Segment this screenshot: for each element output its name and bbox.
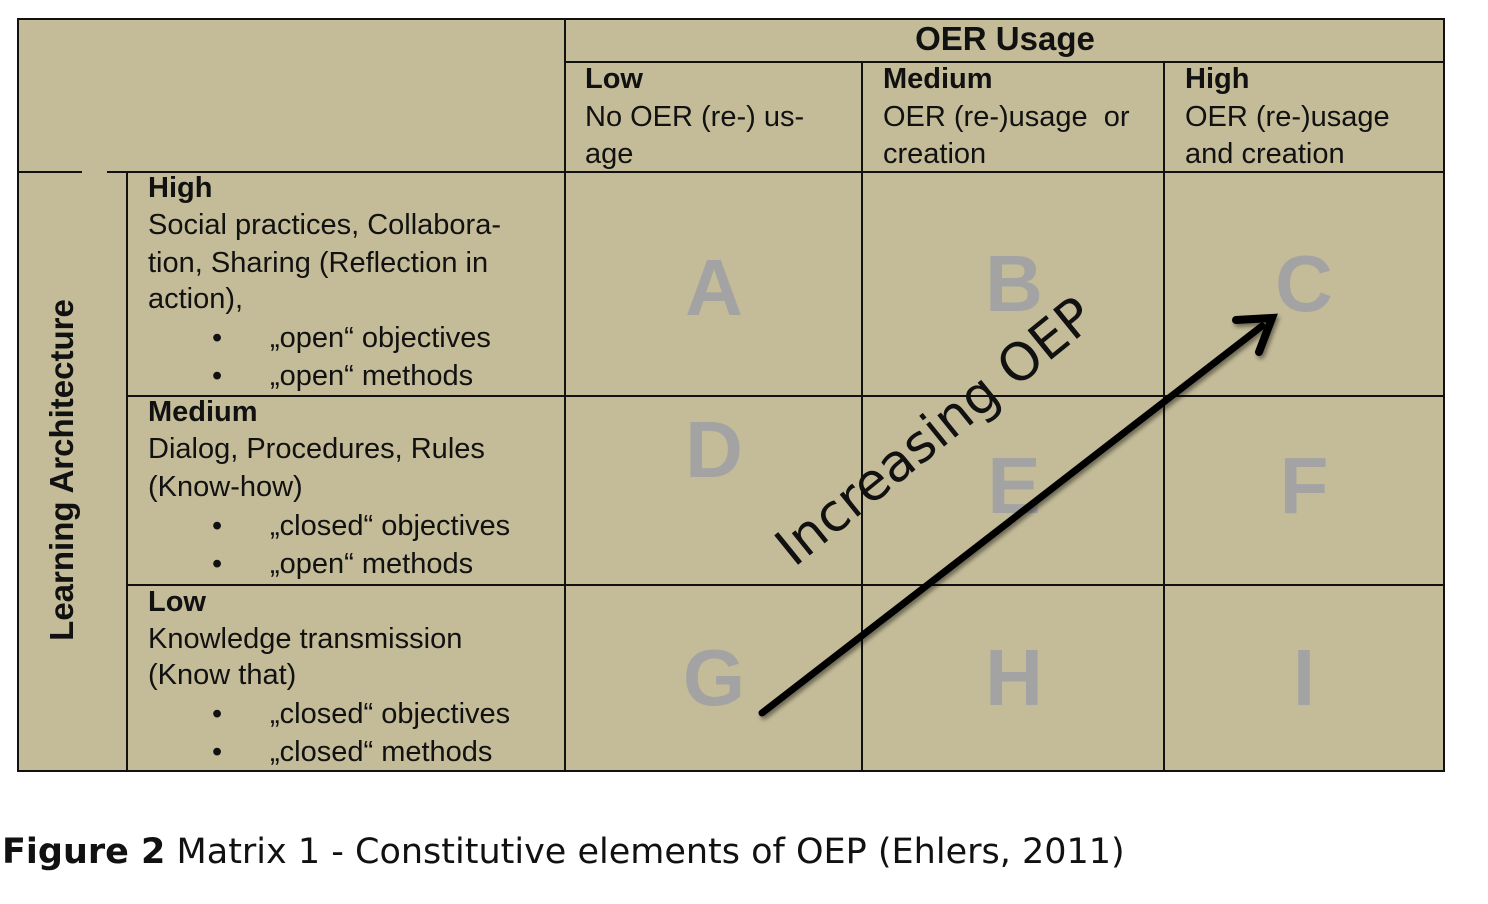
divider <box>565 61 1445 63</box>
row-desc: (Know that) <box>148 659 297 691</box>
row-desc: Social practices, Collabora- <box>148 209 501 241</box>
column-level: Medium <box>883 63 993 95</box>
row-desc: Knowledge transmission <box>148 623 463 655</box>
bullet-text: „open“ objectives <box>270 322 491 354</box>
cell-letter-h: H <box>985 633 1043 722</box>
divider <box>1163 61 1165 772</box>
divider <box>861 61 863 772</box>
bullet-text: „open“ methods <box>270 548 474 580</box>
bullet-text: „closed“ objectives <box>270 510 511 542</box>
row-level: High <box>148 172 213 204</box>
learning-architecture-label: Learning Architecture <box>43 299 80 641</box>
bullet-text: „closed“ methods <box>270 736 493 768</box>
cell-letter-a: A <box>685 243 743 332</box>
column-desc: age <box>585 138 634 170</box>
oer-usage-title: OER Usage <box>915 20 1095 57</box>
cell-letter-c: C <box>1275 239 1333 328</box>
cell-letter-f: F <box>1279 441 1329 530</box>
column-desc: OER (re-)usage <box>1185 101 1390 133</box>
divider <box>107 171 1445 173</box>
divider <box>126 584 1445 586</box>
cell-letter-e: E <box>987 441 1041 530</box>
divider <box>564 18 566 772</box>
bullet-icon: • <box>212 698 223 730</box>
cell-letter-i: I <box>1292 633 1316 722</box>
row-desc: tion, Sharing (Reflection in <box>148 247 489 279</box>
figure-caption: Figure 2 Matrix 1 - Constitutive element… <box>2 832 1125 872</box>
cell-letter-g: G <box>682 633 746 722</box>
bullet-icon: • <box>212 736 223 768</box>
column-desc: creation <box>883 138 987 170</box>
caption-text: Matrix 1 - Constitutive elements of OEP … <box>165 832 1125 872</box>
row-desc: Dialog, Procedures, Rules <box>148 433 485 465</box>
divider <box>126 395 1445 397</box>
column-level: High <box>1185 63 1250 95</box>
caption-label: Figure 2 <box>2 832 166 872</box>
bullet-icon: • <box>212 360 223 392</box>
row-desc: (Know-how) <box>148 471 303 503</box>
cell-letter-b: B <box>985 239 1043 328</box>
divider <box>126 172 128 772</box>
bullet-icon: • <box>212 510 223 542</box>
cell-letter-d: D <box>685 405 743 494</box>
divider <box>17 171 82 173</box>
row-desc: action), <box>148 283 244 315</box>
row-level: Medium <box>148 396 258 428</box>
column-desc: and creation <box>1185 138 1345 170</box>
column-level: Low <box>585 63 643 95</box>
bullet-text: „open“ methods <box>270 360 474 392</box>
column-desc: OER (re-)usage or <box>883 101 1130 133</box>
row-level: Low <box>148 586 206 618</box>
column-desc: No OER (re-) us- <box>585 101 805 133</box>
bullet-text: „closed“ objectives <box>270 698 511 730</box>
bullet-icon: • <box>212 548 223 580</box>
bullet-icon: • <box>212 322 223 354</box>
